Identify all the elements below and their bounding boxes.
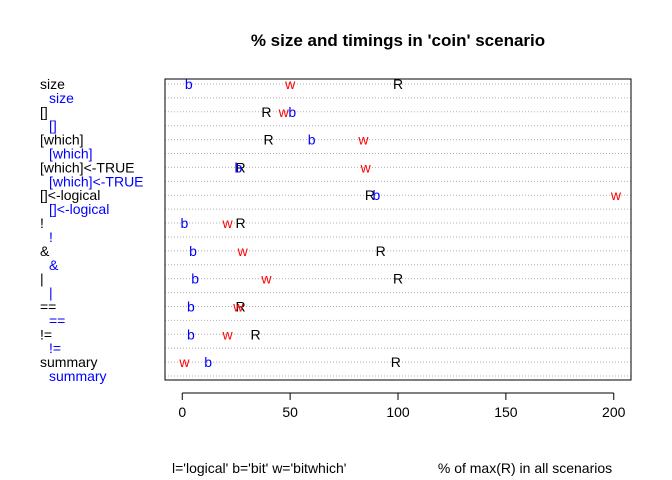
data-mark-w: w <box>232 298 244 314</box>
data-mark-w: w <box>360 159 372 175</box>
category-label: | <box>40 271 44 287</box>
data-mark-R: R <box>235 159 245 175</box>
data-mark-b: b <box>234 159 242 175</box>
x-tick-label: 50 <box>282 404 298 420</box>
data-mark-R: R <box>261 104 271 120</box>
category-label: [which] <box>49 146 93 162</box>
category-label: summary <box>40 354 98 370</box>
chart-title: % size and timings in 'coin' scenario <box>251 31 545 50</box>
category-label: != <box>49 340 61 356</box>
data-mark-b: b <box>204 354 212 370</box>
x-tick-label: 200 <box>602 404 626 420</box>
data-mark-b: b <box>181 215 189 231</box>
category-label: [] <box>49 118 57 134</box>
data-mark-w: w <box>222 326 234 342</box>
data-mark-b: b <box>288 104 296 120</box>
data-mark-b: b <box>187 298 195 314</box>
category-label: == <box>49 312 65 328</box>
category-label: [] <box>40 104 48 120</box>
data-mark-w: w <box>222 215 234 231</box>
x-axis: 0 50 100 150 200 <box>178 392 626 420</box>
data-mark-R: R <box>365 187 375 203</box>
category-label: size <box>49 90 74 106</box>
x-tick-label: 0 <box>178 404 186 420</box>
category-label: []<-logical <box>40 187 100 203</box>
category-label: [which]<-TRUE <box>40 159 135 175</box>
data-mark-b: b <box>185 76 193 92</box>
category-label: [which]<-TRUE <box>49 173 144 189</box>
category-label: == <box>40 298 56 314</box>
data-mark-b: b <box>308 132 316 148</box>
category-label: & <box>40 243 50 259</box>
data-mark-R: R <box>251 326 261 342</box>
category-label: [which] <box>40 132 84 148</box>
data-mark-w: w <box>260 271 272 287</box>
data-mark-R: R <box>393 271 403 287</box>
data-mark-w: w <box>610 187 622 203</box>
category-label: []<-logical <box>49 201 109 217</box>
footer-legend: l='logical' b='bit' w='bitwhich' <box>172 460 346 476</box>
data-mark-R: R <box>235 298 245 314</box>
category-label: ! <box>49 229 53 245</box>
data-mark-b: b <box>373 187 381 203</box>
data-mark-w: w <box>237 243 249 259</box>
data-mark-w: w <box>357 132 369 148</box>
data-mark-R: R <box>376 243 386 259</box>
data-mark-R: R <box>263 132 273 148</box>
category-label: | <box>49 285 53 301</box>
data-mark-b: b <box>187 326 195 342</box>
data-mark-w: w <box>284 76 296 92</box>
category-labels: sizesize[][][which][which][which]<-TRUE[… <box>40 76 144 384</box>
category-label: summary <box>49 368 107 384</box>
category-label: size <box>40 76 65 92</box>
category-label: != <box>40 326 52 342</box>
data-mark-b: b <box>191 271 199 287</box>
category-label: & <box>49 257 59 273</box>
category-label: ! <box>40 215 44 231</box>
x-axis-label: % of max(R) in all scenarios <box>438 460 612 476</box>
data-mark-R: R <box>393 76 403 92</box>
plot-frame <box>164 78 632 381</box>
data-mark-b: b <box>189 243 197 259</box>
data-mark-w: w <box>278 104 290 120</box>
data-mark-w: w <box>178 354 190 370</box>
x-tick-label: 100 <box>386 404 410 420</box>
data-mark-R: R <box>391 354 401 370</box>
x-tick-label: 150 <box>494 404 518 420</box>
data-mark-R: R <box>235 215 245 231</box>
